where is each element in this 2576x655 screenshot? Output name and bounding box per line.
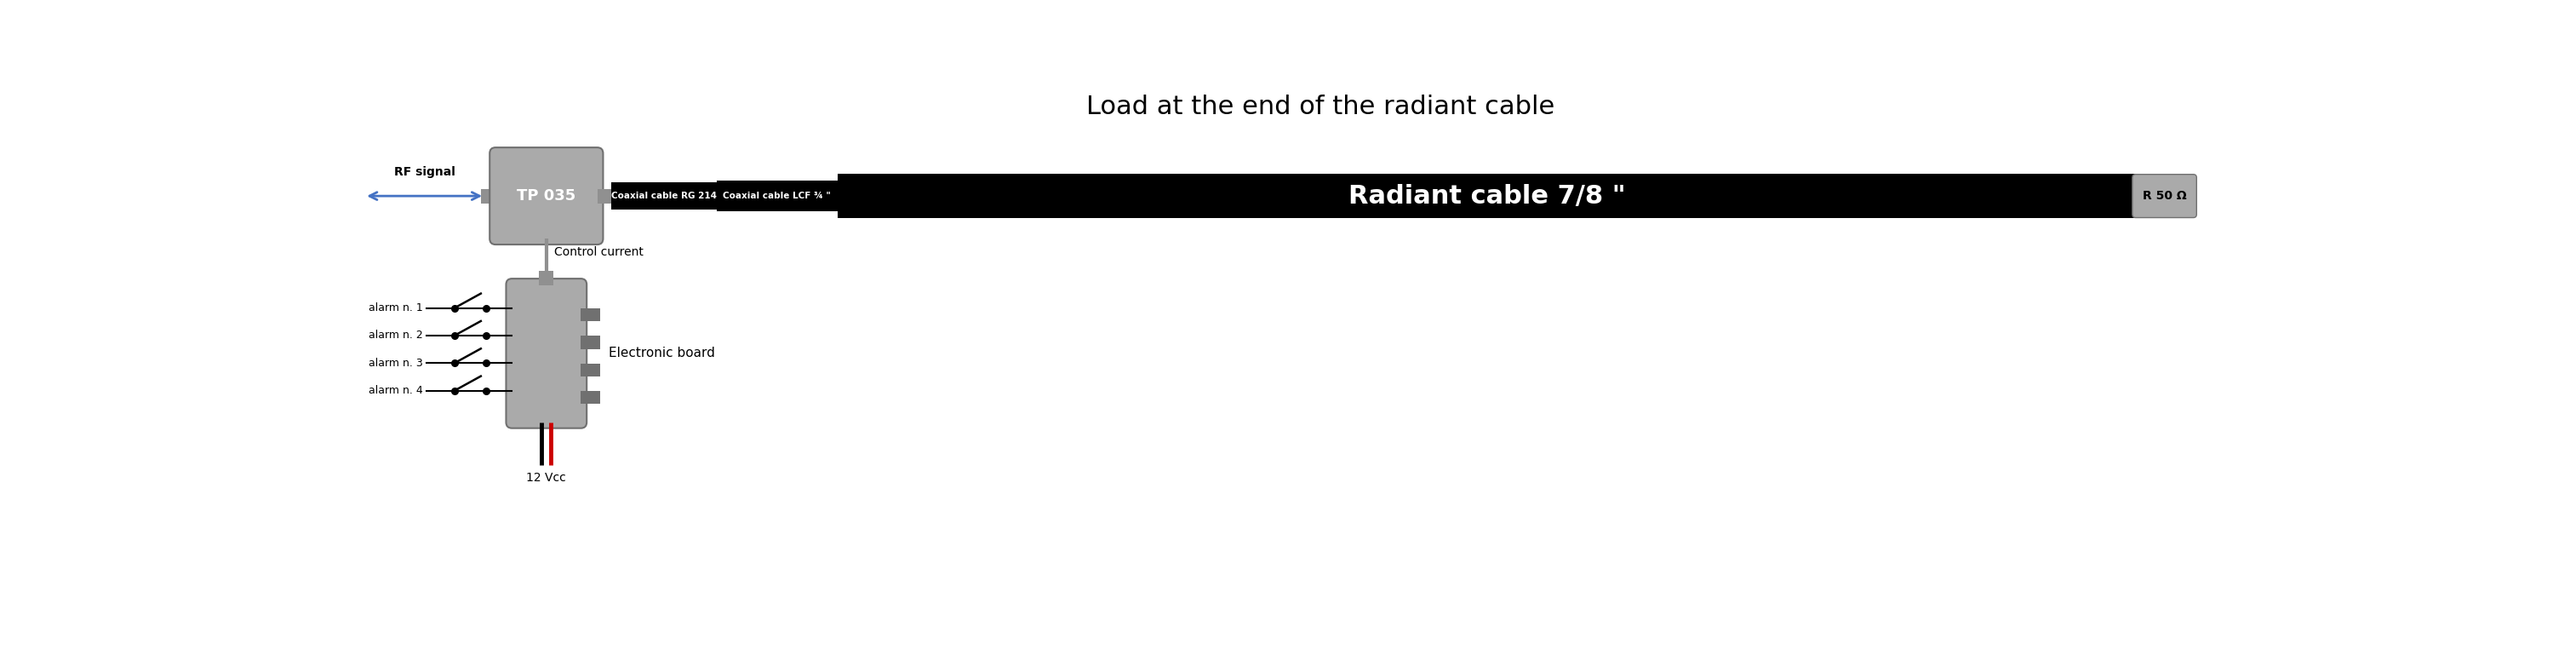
Text: Radiant cable 7/8 ": Radiant cable 7/8 " xyxy=(1347,183,1625,208)
Text: alarm n. 1: alarm n. 1 xyxy=(368,303,422,314)
Bar xyxy=(580,309,600,322)
FancyBboxPatch shape xyxy=(489,147,603,244)
Text: Control current: Control current xyxy=(554,246,644,257)
Text: TP 035: TP 035 xyxy=(518,189,577,204)
Bar xyxy=(538,271,554,285)
Bar xyxy=(580,336,600,349)
Bar xyxy=(611,182,716,210)
Text: alarm n. 2: alarm n. 2 xyxy=(368,330,422,341)
Text: 12 Vcc: 12 Vcc xyxy=(526,472,567,483)
Bar xyxy=(580,364,600,377)
Text: Coaxial cable RG 214: Coaxial cable RG 214 xyxy=(611,192,716,200)
Text: Coaxial cable LCF ¾ ": Coaxial cable LCF ¾ " xyxy=(724,192,832,200)
Bar xyxy=(598,189,611,203)
Text: Load at the end of the radiant cable: Load at the end of the radiant cable xyxy=(1087,94,1553,119)
Bar xyxy=(716,181,837,211)
Bar xyxy=(837,174,2136,218)
Bar xyxy=(482,189,495,203)
FancyBboxPatch shape xyxy=(2133,174,2197,217)
Text: RF signal: RF signal xyxy=(394,166,456,178)
FancyBboxPatch shape xyxy=(505,278,587,428)
Text: Electronic board: Electronic board xyxy=(608,347,714,360)
Bar xyxy=(580,391,600,404)
Text: alarm n. 3: alarm n. 3 xyxy=(368,358,422,369)
Text: alarm n. 4: alarm n. 4 xyxy=(368,385,422,396)
Text: R 50 Ω: R 50 Ω xyxy=(2143,190,2187,202)
